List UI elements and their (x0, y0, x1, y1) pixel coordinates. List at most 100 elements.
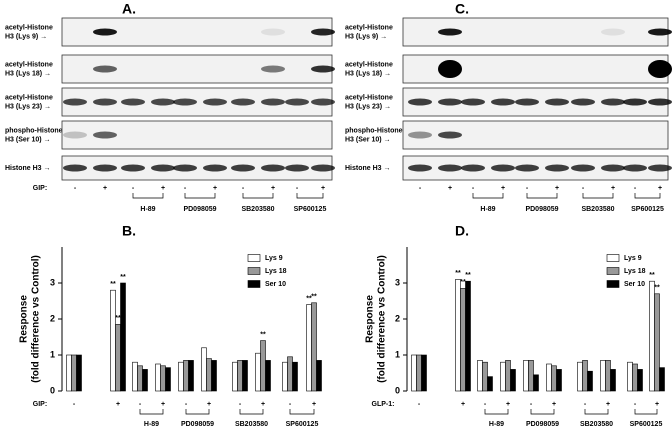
bracket (296, 193, 324, 199)
lane-sign: - (132, 185, 135, 192)
panel-label: D. (455, 223, 469, 239)
band (408, 164, 432, 172)
bar (120, 282, 126, 392)
band (545, 98, 569, 106)
band (408, 98, 432, 106)
bracket (184, 193, 216, 199)
bracket (239, 409, 264, 415)
group-label: SP600125 (631, 206, 664, 213)
bar (183, 360, 189, 392)
band (121, 164, 145, 172)
significance: ** (311, 294, 317, 301)
x-tick-label: - (239, 401, 242, 408)
bar (255, 352, 261, 392)
legend-label: Lys 9 (624, 255, 642, 262)
group-label: SP600125 (286, 421, 319, 428)
band (311, 98, 335, 106)
band (203, 98, 227, 106)
legend-swatch (606, 254, 620, 262)
band (491, 98, 515, 106)
band (623, 164, 647, 172)
group-label: SB203580 (580, 421, 613, 428)
x-tick-label: + (506, 401, 510, 408)
treatment-label: GIP: (33, 185, 47, 192)
significance: ** (260, 331, 266, 338)
band (311, 65, 335, 73)
bar (242, 360, 248, 392)
group-label: H-89 (140, 206, 155, 213)
row-label: H3 (Lys 23) → (345, 103, 391, 110)
bar (505, 360, 511, 392)
band (151, 164, 175, 172)
x-tick-label: + (606, 401, 610, 408)
y-axis-title: Response (365, 295, 376, 343)
x-tick-label: - (634, 401, 637, 408)
bracket (634, 193, 661, 199)
bar (528, 360, 534, 392)
bar (477, 360, 483, 392)
lane-sign: + (448, 185, 452, 192)
significance: ** (460, 279, 466, 286)
row-label: phospho-Histone (5, 127, 63, 134)
group-label: SB203580 (241, 206, 274, 213)
bar (211, 360, 217, 392)
lane-sign: + (213, 185, 217, 192)
bar (416, 354, 422, 392)
y-tick-label: 0 (50, 385, 55, 395)
y-axis-title: (fold difference vs Control) (377, 255, 388, 383)
y-tick-label: 1 (50, 349, 55, 359)
significance: ** (306, 295, 312, 302)
legend-label: Lys 18 (265, 268, 287, 275)
x-tick-label: - (289, 401, 292, 408)
band (231, 164, 255, 172)
x-tick-label: - (530, 401, 533, 408)
band (648, 60, 672, 78)
bar (605, 360, 611, 392)
legend-swatch (247, 254, 261, 262)
band (231, 98, 255, 106)
panel-label: A. (122, 1, 136, 17)
bar (421, 354, 427, 392)
bar (637, 369, 643, 392)
band (151, 98, 175, 106)
band (648, 98, 672, 106)
bar (465, 280, 471, 392)
band (438, 60, 462, 78)
bar (137, 365, 143, 392)
band (203, 164, 227, 172)
bar (659, 367, 665, 392)
group-label: H-89 (480, 206, 495, 213)
row-label: Histone H3 → (345, 165, 391, 172)
legend-swatch (247, 280, 261, 288)
bar (500, 361, 506, 392)
band (173, 98, 197, 106)
row-label: acetyl-Histone (5, 94, 53, 101)
row-label: H3 (Lys 9) → (345, 33, 387, 40)
bracket (634, 409, 658, 415)
y-axis-title: Response (19, 295, 30, 343)
lane-sign: + (555, 185, 559, 192)
lane-sign: + (611, 185, 615, 192)
row-label: H3 (Ser 10) → (345, 136, 391, 143)
bar (487, 376, 493, 392)
band (491, 164, 515, 172)
group-label: PD098059 (525, 206, 558, 213)
y-tick-label: 2 (395, 313, 400, 323)
bar (523, 360, 529, 392)
blot (402, 17, 669, 47)
bar (587, 370, 593, 392)
band (173, 164, 197, 172)
x-tick-label: - (484, 401, 487, 408)
bar (546, 363, 552, 392)
band (515, 98, 539, 106)
lane-sign: + (103, 185, 107, 192)
panel-label: B. (122, 223, 136, 239)
row-label: H3 (Ser 10) → (5, 136, 51, 143)
band (311, 28, 335, 36)
significance: ** (455, 270, 461, 277)
row-label: acetyl-Histone (5, 61, 53, 68)
bar (115, 324, 121, 392)
band (461, 164, 485, 172)
x-tick-label: + (261, 401, 265, 408)
bar (66, 354, 72, 392)
